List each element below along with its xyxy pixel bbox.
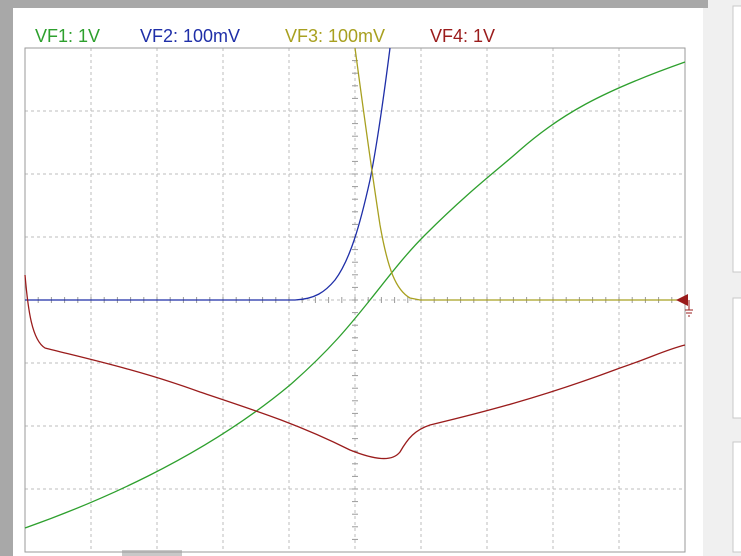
legend-label: VF2: 100mV (140, 26, 240, 46)
trace-vf1 (24, 61, 686, 529)
scope-screen (13, 8, 703, 556)
panel-box (732, 441, 741, 553)
legend-label: VF1: 1V (35, 26, 100, 46)
ground-symbol (685, 300, 693, 317)
scrollbar (122, 550, 182, 556)
trace-vf2 (25, 47, 391, 301)
top-frame (0, 0, 708, 8)
panel-box (732, 5, 741, 273)
trace-vf4 (24, 274, 686, 460)
trace-vf3 (354, 47, 685, 301)
left-frame (0, 0, 13, 556)
legend-label: VF4: 1V (430, 26, 495, 46)
ground-marker (676, 294, 688, 306)
panel-box (732, 297, 741, 419)
legend-label: VF3: 100mV (285, 26, 385, 46)
legend: VF1: 1V VF2: 100mV VF3: 100mV VF4: 1V (35, 26, 495, 46)
